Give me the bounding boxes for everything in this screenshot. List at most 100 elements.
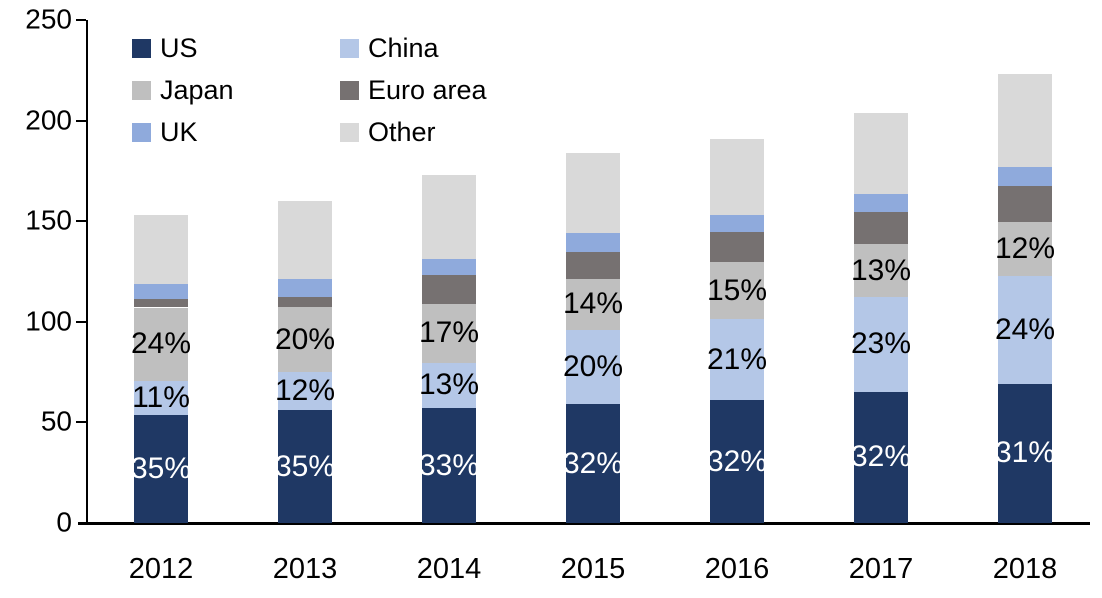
bar-segment-uk-2014 bbox=[422, 258, 476, 276]
x-axis-category-label: 2017 bbox=[848, 553, 914, 585]
legend-label-euro-area: Euro area bbox=[368, 75, 487, 105]
legend-swatch-uk bbox=[132, 123, 151, 142]
bar-segment-label-china-2013: 12% bbox=[274, 374, 336, 407]
bar-segment-china-2014 bbox=[422, 362, 476, 409]
legend-swatch-other bbox=[340, 123, 359, 142]
bar-segment-japan-2012 bbox=[134, 307, 188, 382]
bar-segment-label-china-2014: 13% bbox=[418, 368, 480, 402]
x-axis-category-label: 2016 bbox=[704, 553, 770, 585]
bar-segment-us-2017 bbox=[854, 391, 908, 523]
legend-item-us: US bbox=[132, 35, 198, 62]
bar-segment-label-japan-2012: 24% bbox=[130, 327, 192, 361]
legend-item-euro-area: Euro area bbox=[340, 77, 487, 104]
y-axis-tick-label: 100 bbox=[25, 305, 72, 337]
bar-segment-uk-2015 bbox=[566, 233, 620, 252]
legend-item-japan: Japan bbox=[132, 77, 234, 104]
x-axis-category-label: 2012 bbox=[128, 553, 194, 585]
bar-segment-uk-2016 bbox=[710, 214, 764, 232]
bar-segment-label-japan-2013: 20% bbox=[274, 322, 336, 356]
bar-segment-other-2016 bbox=[710, 138, 764, 215]
bar-segment-other-2013 bbox=[278, 201, 332, 280]
bar-segment-china-2013 bbox=[278, 371, 332, 411]
legend-label-uk: UK bbox=[160, 117, 198, 147]
bar-segment-euro-area-2013 bbox=[278, 297, 332, 308]
bar-segment-label-japan-2016: 15% bbox=[706, 273, 768, 307]
bar-segment-label-us-2017: 32% bbox=[850, 440, 912, 474]
bar-segment-uk-2012 bbox=[134, 284, 188, 300]
y-axis-tick-label: 250 bbox=[25, 3, 72, 35]
legend-label-other: Other bbox=[368, 117, 436, 147]
bar-segment-euro-area-2012 bbox=[134, 299, 188, 308]
legend-item-china: China bbox=[340, 35, 439, 62]
legend-swatch-us bbox=[132, 39, 151, 58]
bar-segment-label-china-2017: 23% bbox=[850, 327, 912, 361]
legend-item-uk: UK bbox=[132, 119, 198, 146]
bar-segment-label-japan-2014: 17% bbox=[418, 316, 480, 350]
y-axis-tick-label: 0 bbox=[56, 506, 72, 538]
bar-segment-uk-2018 bbox=[998, 167, 1052, 186]
bar-segment-euro-area-2015 bbox=[566, 251, 620, 279]
bar-segment-label-us-2014: 33% bbox=[418, 448, 480, 482]
y-axis-tick bbox=[76, 19, 86, 21]
bar-segment-label-japan-2015: 14% bbox=[562, 287, 624, 321]
y-axis-tick-label: 50 bbox=[40, 405, 72, 437]
bar-segment-japan-2017 bbox=[854, 243, 908, 298]
bar-segment-label-china-2015: 20% bbox=[562, 350, 624, 384]
bar-segment-other-2017 bbox=[854, 112, 908, 194]
legend-swatch-euro-area bbox=[340, 81, 359, 100]
bar-segment-euro-area-2017 bbox=[854, 211, 908, 244]
bar-segment-euro-area-2014 bbox=[422, 275, 476, 304]
bar-segment-japan-2015 bbox=[566, 278, 620, 331]
bar-segment-us-2015 bbox=[566, 404, 620, 523]
bar-segment-other-2015 bbox=[566, 152, 620, 234]
bar-segment-japan-2018 bbox=[998, 222, 1052, 277]
bar-segment-label-china-2016: 21% bbox=[706, 342, 768, 376]
bar-segment-uk-2013 bbox=[278, 279, 332, 298]
bar-segment-china-2016 bbox=[710, 319, 764, 401]
bar-segment-label-japan-2017: 13% bbox=[850, 253, 912, 287]
bar-segment-china-2015 bbox=[566, 330, 620, 405]
bar-segment-us-2013 bbox=[278, 410, 332, 523]
bar-segment-china-2012 bbox=[134, 381, 188, 416]
bar-segment-uk-2017 bbox=[854, 193, 908, 212]
bar-segment-china-2017 bbox=[854, 297, 908, 392]
bar-segment-label-china-2012: 11% bbox=[132, 381, 190, 415]
bar-segment-euro-area-2016 bbox=[710, 231, 764, 262]
bar-segment-us-2018 bbox=[998, 383, 1052, 523]
legend-label-china: China bbox=[368, 33, 439, 63]
y-axis-tick bbox=[76, 421, 86, 424]
bar-segment-us-2016 bbox=[710, 400, 764, 523]
bar-segment-label-us-2018: 31% bbox=[994, 436, 1056, 470]
y-axis-line bbox=[86, 20, 88, 523]
bar-segment-label-us-2012: 35% bbox=[130, 452, 192, 486]
bar-segment-label-japan-2018: 12% bbox=[994, 232, 1056, 266]
bar-segment-japan-2013 bbox=[278, 307, 332, 372]
x-axis-category-label: 2015 bbox=[560, 553, 626, 585]
bar-segment-other-2014 bbox=[422, 174, 476, 259]
x-axis-category-label: 2014 bbox=[416, 553, 482, 585]
y-axis-tick bbox=[76, 220, 86, 223]
y-axis-tick bbox=[76, 320, 86, 323]
bar-segment-euro-area-2018 bbox=[998, 185, 1052, 223]
x-axis-line bbox=[78, 522, 1090, 525]
y-axis-tick bbox=[76, 119, 86, 122]
bar-segment-label-us-2015: 32% bbox=[562, 446, 624, 480]
legend-label-japan: Japan bbox=[160, 75, 234, 105]
bar-segment-other-2012 bbox=[134, 215, 188, 285]
bar-segment-label-us-2016: 32% bbox=[706, 444, 768, 478]
x-axis-category-label: 2018 bbox=[992, 553, 1058, 585]
bar-segment-japan-2014 bbox=[422, 303, 476, 363]
bar-segment-other-2018 bbox=[998, 74, 1052, 168]
legend-label-us: US bbox=[160, 33, 198, 63]
legend-swatch-japan bbox=[132, 81, 151, 100]
y-axis-tick-label: 150 bbox=[25, 204, 72, 236]
x-axis-category-label: 2013 bbox=[272, 553, 338, 585]
bar-segment-label-us-2013: 35% bbox=[274, 449, 336, 483]
bar-segment-label-china-2018: 24% bbox=[994, 313, 1056, 347]
bar-segment-us-2014 bbox=[422, 408, 476, 523]
bar-segment-us-2012 bbox=[134, 415, 188, 523]
legend-swatch-china bbox=[340, 39, 359, 58]
y-axis-tick-label: 200 bbox=[25, 104, 72, 136]
bar-segment-japan-2016 bbox=[710, 261, 764, 320]
